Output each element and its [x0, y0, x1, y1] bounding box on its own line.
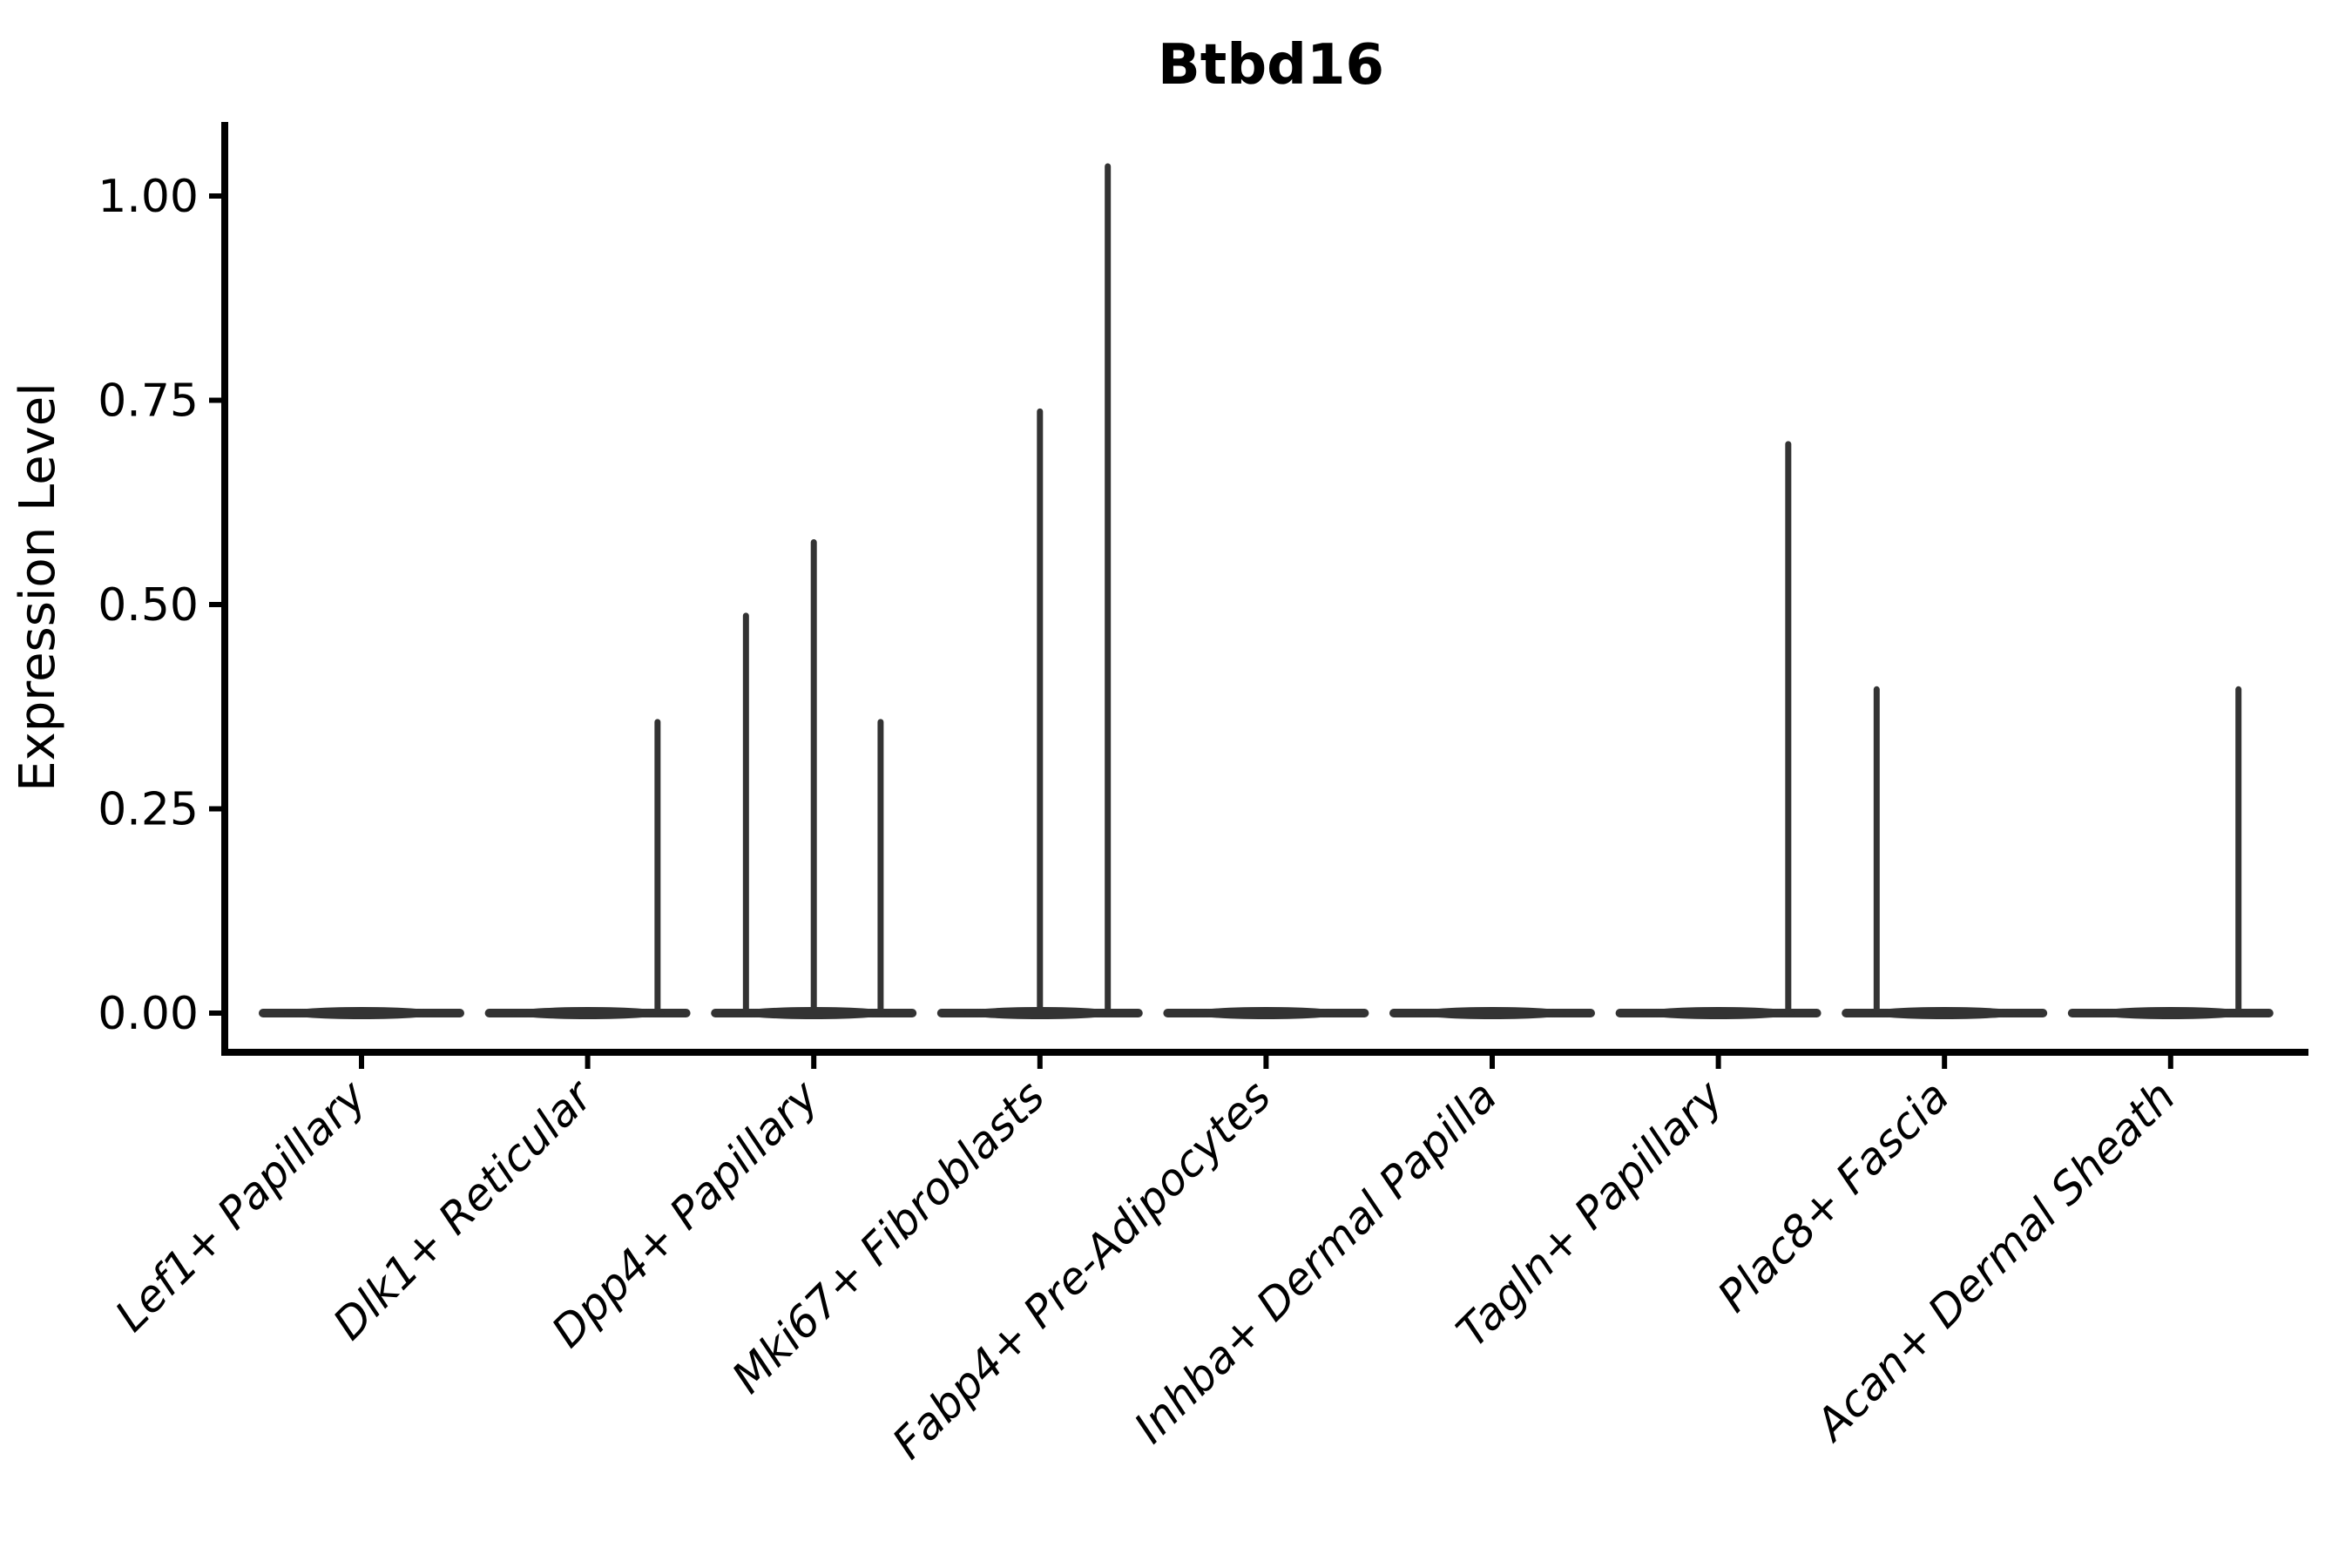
y-tick	[209, 397, 221, 403]
x-tick	[1715, 1056, 1721, 1069]
x-tick-label: Plac8+ Fascia	[1708, 1071, 1959, 1321]
violin-body-bulge	[1415, 1007, 1570, 1019]
violin-spike	[877, 719, 884, 1017]
x-tick-label: Inhba+ Dermal Papilla	[1125, 1071, 1506, 1452]
x-tick-label: Acan+ Dermal Sheath	[1804, 1071, 2185, 1451]
y-tick-label: 0.75	[98, 375, 199, 428]
x-tick-label: Fabp4+ Pre-Adipocytes	[882, 1071, 1281, 1469]
violin-spike	[654, 719, 661, 1017]
violin-body-bulge	[963, 1007, 1118, 1019]
y-axis-label: Expression Level	[10, 382, 66, 792]
violin-body-bulge	[1867, 1007, 2022, 1019]
x-axis-spine	[221, 1049, 2308, 1056]
violin-spike	[1105, 163, 1112, 1017]
x-tick	[1942, 1056, 1948, 1069]
x-tick	[1263, 1056, 1269, 1069]
x-tick	[2167, 1056, 2173, 1069]
violin-spike	[742, 612, 749, 1017]
violin-spike	[810, 538, 817, 1017]
x-tick	[1490, 1056, 1495, 1069]
x-tick	[811, 1056, 817, 1069]
violin-spike	[1037, 408, 1044, 1017]
violin-body-bulge	[510, 1007, 666, 1019]
y-tick	[209, 806, 221, 812]
chart-title: Btbd16	[1158, 33, 1384, 98]
violin-body-bulge	[284, 1007, 439, 1019]
x-tick	[1037, 1056, 1043, 1069]
violin-body-bulge	[1641, 1007, 1796, 1019]
x-tick	[585, 1056, 591, 1069]
x-tick	[359, 1056, 364, 1069]
y-axis-spine	[221, 122, 228, 1056]
violin-spike	[1873, 686, 1880, 1017]
y-tick-label: 0.00	[98, 988, 199, 1040]
y-tick-label: 0.50	[98, 579, 199, 632]
violin-body-bulge	[736, 1007, 891, 1019]
y-tick	[209, 193, 221, 199]
y-tick-label: 1.00	[98, 171, 199, 223]
violin-spike	[1785, 441, 1792, 1017]
y-tick-label: 0.25	[98, 784, 199, 836]
violin-body-bulge	[1188, 1007, 1343, 1019]
y-tick	[209, 602, 221, 607]
violin-spike	[2235, 686, 2242, 1017]
violin-body-bulge	[2093, 1007, 2248, 1019]
y-tick	[209, 1010, 221, 1016]
